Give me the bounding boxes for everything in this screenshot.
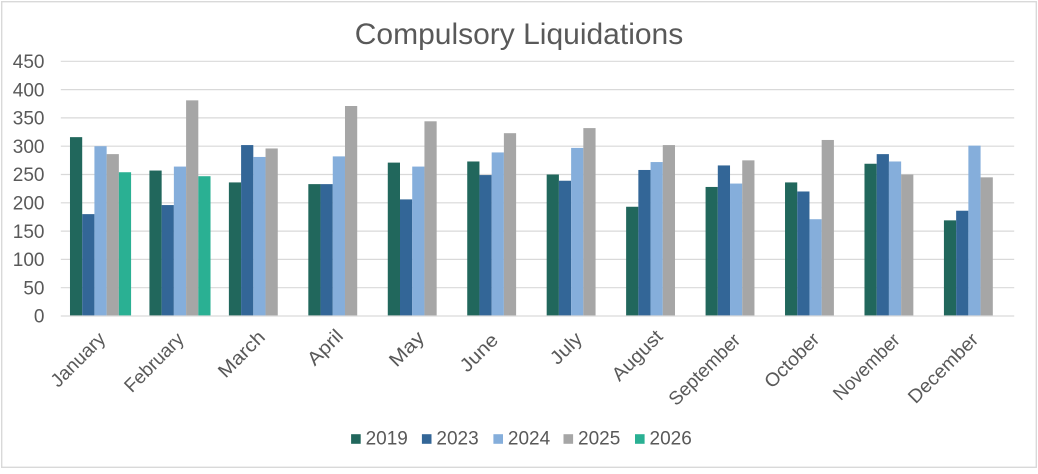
svg-text:2026: 2026	[650, 428, 692, 449]
svg-text:250: 250	[13, 165, 45, 186]
svg-text:350: 350	[13, 109, 45, 130]
svg-text:2024: 2024	[508, 428, 551, 449]
svg-text:2023: 2023	[436, 428, 478, 449]
svg-text:450: 450	[13, 52, 45, 73]
svg-text:150: 150	[13, 222, 45, 243]
svg-text:Compulsory Liquidations: Compulsory Liquidations	[355, 18, 684, 51]
svg-text:50: 50	[23, 278, 44, 299]
svg-text:200: 200	[13, 194, 45, 215]
svg-text:2025: 2025	[578, 428, 620, 449]
svg-text:0: 0	[34, 307, 45, 328]
svg-text:400: 400	[13, 80, 45, 101]
svg-text:2019: 2019	[366, 428, 408, 449]
svg-text:100: 100	[13, 250, 45, 271]
svg-text:300: 300	[13, 137, 45, 158]
